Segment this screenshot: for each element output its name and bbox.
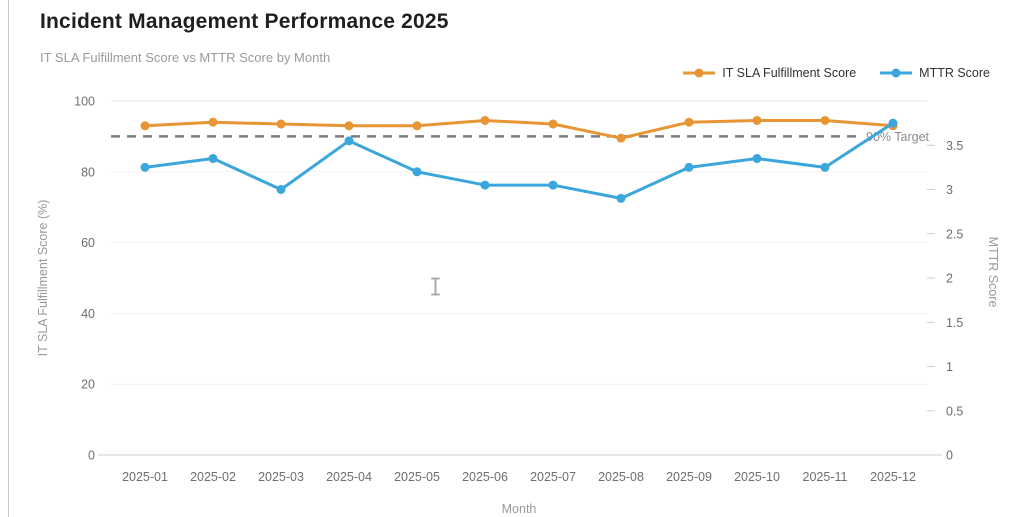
- right-axis-label-2.5: 2.5: [946, 227, 963, 241]
- mttr-point-2025-09[interactable]: [684, 162, 694, 172]
- sla-point-2025-10[interactable]: [752, 115, 762, 125]
- x-axis-label-2025-10: 2025-10: [734, 470, 780, 484]
- mttr-point-2025-08[interactable]: [616, 193, 626, 203]
- right-axis-label-3.5: 3.5: [946, 139, 963, 153]
- target-line-label: 90% Target: [866, 130, 930, 144]
- sla-point-2025-01[interactable]: [140, 121, 150, 131]
- left-axis-label-100: 100: [74, 95, 95, 109]
- mttr-point-2025-01[interactable]: [140, 162, 150, 172]
- x-axis-label-2025-02: 2025-02: [190, 470, 236, 484]
- sla-point-2025-03[interactable]: [276, 119, 286, 129]
- sla-point-2025-04[interactable]: [344, 121, 354, 131]
- mttr-line-marker-icon: [880, 68, 913, 78]
- legend-item-mttr[interactable]: MTTR Score: [880, 66, 990, 80]
- window-left-border: [8, 0, 9, 517]
- mttr-point-2025-03[interactable]: [276, 185, 286, 194]
- sla-point-2025-08[interactable]: [616, 133, 626, 143]
- mttr-point-2025-10[interactable]: [752, 154, 762, 164]
- x-axis-label-2025-05: 2025-05: [394, 470, 440, 484]
- x-axis-label-2025-12: 2025-12: [870, 470, 916, 484]
- x-axis-label-2025-06: 2025-06: [462, 470, 508, 484]
- chart-subtitle: IT SLA Fulfillment Score vs MTTR Score b…: [40, 50, 331, 65]
- left-axis-title: IT SLA Fulfillment Score (%): [36, 200, 50, 357]
- right-axis-label-1.5: 1.5: [946, 316, 963, 330]
- x-axis-label-2025-03: 2025-03: [258, 470, 304, 484]
- left-axis-label-0: 0: [88, 449, 95, 463]
- right-axis-label-0: 0: [946, 449, 953, 463]
- page-title: Incident Management Performance 2025: [40, 10, 449, 33]
- x-axis-label-2025-08: 2025-08: [598, 470, 644, 484]
- sla-point-2025-07[interactable]: [548, 119, 558, 129]
- mttr-series-line: [143, 121, 895, 200]
- mttr-point-2025-02[interactable]: [208, 154, 218, 164]
- legend-label-mttr: MTTR Score: [919, 66, 990, 80]
- left-axis-label-60: 60: [81, 236, 95, 250]
- sla-point-2025-06[interactable]: [480, 115, 490, 125]
- x-axis-title: Month: [502, 502, 537, 516]
- right-axis-label-3: 3: [946, 183, 953, 197]
- x-axis-label-2025-04: 2025-04: [326, 470, 372, 484]
- x-axis-label-2025-07: 2025-07: [530, 470, 576, 484]
- left-axis-label-80: 80: [81, 165, 95, 179]
- sla-point-2025-05[interactable]: [412, 121, 422, 131]
- sla-point-2025-02[interactable]: [208, 117, 218, 127]
- legend-label-sla: IT SLA Fulfillment Score: [722, 66, 857, 80]
- legend-item-sla[interactable]: IT SLA Fulfillment Score: [683, 66, 856, 80]
- right-axis-title: MTTR Score: [986, 237, 1000, 308]
- left-axis-label-20: 20: [81, 378, 95, 392]
- right-axis-label-2: 2: [946, 272, 953, 286]
- mttr-point-2025-06[interactable]: [480, 180, 490, 190]
- x-axis-label-2025-09: 2025-09: [666, 470, 712, 484]
- sla-series-line: [143, 118, 895, 140]
- x-axis-label-2025-11: 2025-11: [803, 470, 848, 484]
- mttr-point-2025-11[interactable]: [820, 162, 830, 172]
- mttr-point-2025-04[interactable]: [344, 136, 354, 146]
- mttr-point-2025-05[interactable]: [412, 167, 422, 177]
- sla-line-marker-icon: [683, 68, 716, 78]
- left-axis-label-40: 40: [81, 307, 95, 321]
- chart-legend: IT SLA Fulfillment Score MTTR Score: [683, 66, 990, 80]
- sla-point-2025-11[interactable]: [820, 115, 830, 125]
- sla-point-2025-09[interactable]: [684, 117, 694, 127]
- x-axis-label-2025-01: 2025-01: [122, 470, 168, 484]
- mttr-point-2025-12[interactable]: [888, 118, 898, 128]
- right-axis-label-1: 1: [946, 360, 953, 374]
- right-axis-label-0.5: 0.5: [946, 404, 963, 418]
- mttr-point-2025-07[interactable]: [548, 180, 558, 190]
